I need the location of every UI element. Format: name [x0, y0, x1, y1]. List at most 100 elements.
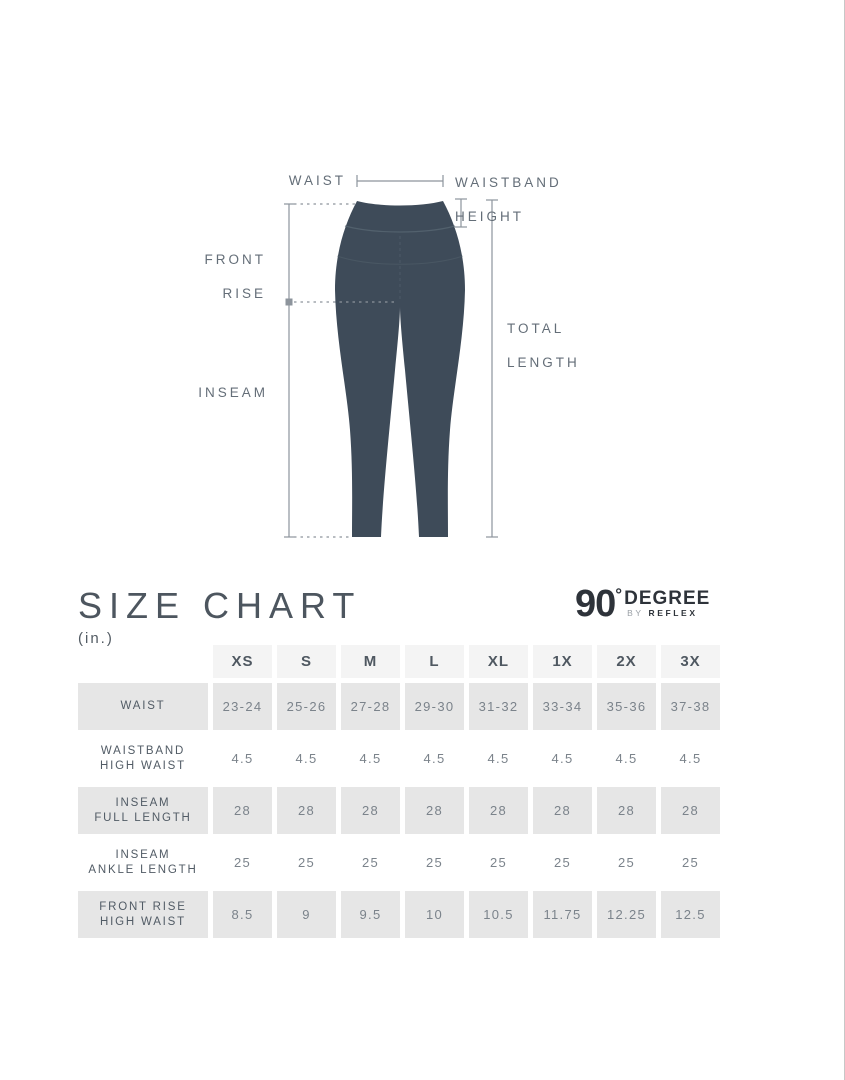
value-cell: 25 [617, 855, 636, 870]
value-cell: 31-32 [469, 683, 528, 730]
value-cell: 28 [213, 787, 272, 834]
row-label-inseam-ankle: INSEAM ANKLE LENGTH [78, 839, 208, 886]
value-cell: 28 [277, 787, 336, 834]
row-label-line: WAISTBAND [100, 744, 186, 757]
value-cell: 9 [277, 891, 336, 938]
value-cell: 4.5 [231, 751, 254, 766]
value-cell: 10 [405, 891, 464, 938]
value-cell: 28 [405, 787, 464, 834]
total-length-label: TOTAL LENGTH [507, 303, 580, 388]
crotch-marker-square [285, 298, 293, 306]
value-cell: 33-34 [533, 683, 592, 730]
value-cell: 10.5 [469, 891, 528, 938]
value-cell: 28 [341, 787, 400, 834]
brand-logo: 90 ° DEGREE BY REFLEX [575, 583, 711, 625]
row-label-line: HIGH WAIST [100, 915, 186, 928]
size-table: XS S M L XL 1X 2X 3X WAIST 23-24 25-26 2… [73, 640, 725, 943]
value-cell: 25 [681, 855, 700, 870]
value-cell: 4.5 [423, 751, 446, 766]
value-cell: 35-36 [597, 683, 656, 730]
value-cell: 28 [661, 787, 720, 834]
value-cell: 25-26 [277, 683, 336, 730]
logo-by-text: BY [627, 608, 644, 618]
value-cell: 28 [597, 787, 656, 834]
size-col-1x: 1X [533, 645, 592, 678]
value-cell: 25 [233, 855, 252, 870]
value-cell: 4.5 [487, 751, 510, 766]
value-cell: 12.25 [597, 891, 656, 938]
row-label-line: INSEAM [115, 848, 171, 861]
logo-name: DEGREE [624, 588, 711, 609]
value-cell: 4.5 [551, 751, 574, 766]
value-cell: 37-38 [661, 683, 720, 730]
value-cell: 4.5 [295, 751, 318, 766]
value-cell: 25 [297, 855, 316, 870]
leggings-measurement-diagram: WAIST WAISTBAND HEIGHT FRONT RISE TOTAL … [146, 157, 580, 538]
waistband-height-label: WAISTBAND HEIGHT [455, 157, 562, 242]
size-header-row: XS S M L XL 1X 2X 3X [78, 645, 720, 678]
front-rise-label-line1: FRONT [204, 252, 266, 267]
logo-brand-text: REFLEX [648, 608, 698, 618]
value-cell: 4.5 [679, 751, 702, 766]
table-row-inseam-ankle-length: INSEAM ANKLE LENGTH 25 25 25 25 25 25 25… [78, 839, 720, 886]
size-col-3x: 3X [661, 645, 720, 678]
value-cell: 8.5 [213, 891, 272, 938]
row-label-waist: WAIST [78, 683, 208, 730]
row-label-line: WAIST [120, 700, 166, 712]
degree-symbol-icon: ° [615, 585, 623, 604]
inseam-label: INSEAM [198, 385, 268, 400]
total-length-label-line1: TOTAL [507, 321, 565, 336]
value-cell: 4.5 [359, 751, 382, 766]
waist-label: WAIST [288, 173, 346, 188]
row-label-line: HIGH WAIST [100, 759, 186, 772]
value-cell: 27-28 [341, 683, 400, 730]
value-cell: 12.5 [661, 891, 720, 938]
size-col-l: L [405, 645, 464, 678]
row-label-waistband: WAISTBAND HIGH WAIST [78, 735, 208, 782]
front-rise-inseam-line [284, 203, 398, 538]
waistband-height-label-line1: WAISTBAND [455, 175, 562, 190]
size-col-xs: XS [213, 645, 272, 678]
value-cell: 25 [553, 855, 572, 870]
table-row-waist: WAIST 23-24 25-26 27-28 29-30 31-32 33-3… [78, 683, 720, 730]
value-cell: 25 [361, 855, 380, 870]
hip-seam-line [336, 255, 464, 265]
value-cell: 9.5 [341, 891, 400, 938]
size-col-s: S [277, 645, 336, 678]
table-row-waistband-high-waist: WAISTBAND HIGH WAIST 4.5 4.5 4.5 4.5 4.5… [78, 735, 720, 782]
row-label-line: FRONT RISE [99, 900, 187, 913]
logo-number: 90 [575, 583, 616, 625]
waistband-height-label-line2: HEIGHT [455, 209, 525, 224]
page-title: SIZE CHART [78, 585, 362, 626]
leggings-diagram-graphic [284, 175, 498, 538]
table-row-inseam-full-length: INSEAM FULL LENGTH 28 28 28 28 28 28 28 … [78, 787, 720, 834]
value-cell: 25 [489, 855, 508, 870]
row-label-line: FULL LENGTH [94, 811, 192, 824]
total-length-label-line2: LENGTH [507, 355, 580, 370]
front-rise-label: FRONT RISE [146, 234, 266, 319]
size-col-2x: 2X [597, 645, 656, 678]
total-length-line [486, 199, 498, 538]
size-col-m: M [341, 645, 400, 678]
value-cell: 23-24 [213, 683, 272, 730]
row-label-line: INSEAM [115, 796, 171, 809]
row-label-front-rise: FRONT RISE HIGH WAIST [78, 891, 208, 938]
table-row-front-rise-high-waist: FRONT RISE HIGH WAIST 8.5 9 9.5 10 10.5 … [78, 891, 720, 938]
value-cell: 28 [469, 787, 528, 834]
size-chart-title-block: SIZE CHART (in.) [78, 585, 362, 648]
logo-byline: BY REFLEX [624, 608, 710, 618]
value-cell: 29-30 [405, 683, 464, 730]
leggings-silhouette [335, 201, 465, 537]
waistband-height-line [455, 198, 467, 228]
corner-cell [78, 645, 208, 678]
row-label-line: ANKLE LENGTH [88, 863, 198, 876]
waist-measure-line [356, 175, 444, 187]
size-col-xl: XL [469, 645, 528, 678]
front-rise-label-line2: RISE [222, 286, 266, 301]
units-label: (in.) [78, 630, 114, 647]
value-cell: 25 [425, 855, 444, 870]
value-cell: 11.75 [533, 891, 592, 938]
waistband-seam-line [344, 225, 456, 233]
row-label-inseam-full: INSEAM FULL LENGTH [78, 787, 208, 834]
